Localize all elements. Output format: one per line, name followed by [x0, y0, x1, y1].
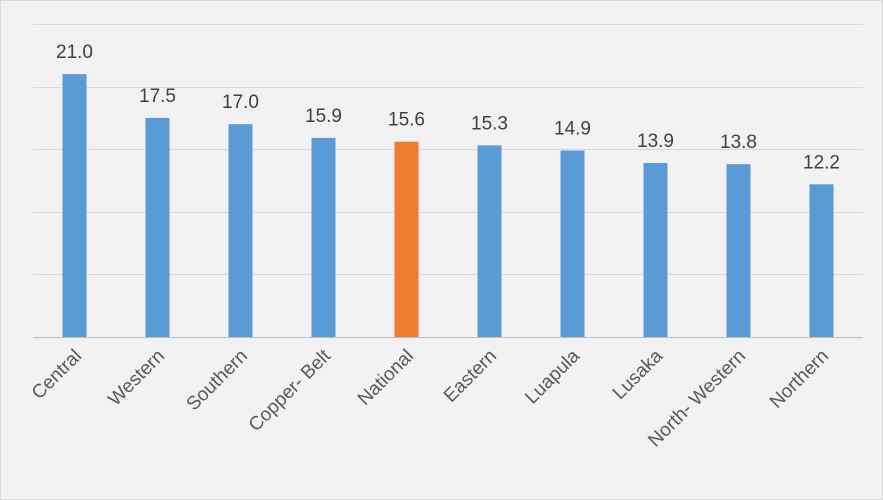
bar-northern — [809, 184, 834, 337]
bar-lusaka — [643, 163, 668, 337]
bar-southern — [228, 124, 253, 337]
x-tick-label: Lusaka — [609, 345, 667, 403]
x-tick-label: Western — [104, 346, 169, 411]
x-tick-label: Central — [28, 346, 86, 404]
x-tick-label: Copper- Belt — [245, 345, 336, 436]
bar-eastern — [477, 145, 502, 337]
bar-national — [394, 141, 419, 337]
data-label: 15.6 — [388, 110, 425, 131]
data-label: 15.3 — [471, 113, 508, 134]
bar-north-western — [726, 164, 751, 337]
data-label: 21.0 — [56, 42, 93, 63]
data-label: 15.9 — [305, 106, 342, 127]
x-tick-label: Eastern — [440, 346, 501, 407]
bar-western — [145, 117, 170, 338]
data-label: 13.9 — [637, 131, 674, 152]
x-tick-label: National — [354, 346, 418, 410]
bar-luapula — [560, 150, 585, 337]
data-label: 14.9 — [554, 119, 591, 140]
data-label: 17.0 — [222, 92, 259, 113]
data-label: 13.8 — [720, 132, 757, 153]
x-tick-label: Northern — [766, 346, 833, 413]
x-tick-label: Luapula — [521, 345, 584, 408]
data-label: 17.5 — [139, 86, 176, 107]
bar-central — [62, 74, 87, 337]
x-tick-label: Southern — [183, 346, 252, 415]
data-label: 12.2 — [803, 152, 840, 173]
bar-copper-belt — [311, 137, 336, 337]
